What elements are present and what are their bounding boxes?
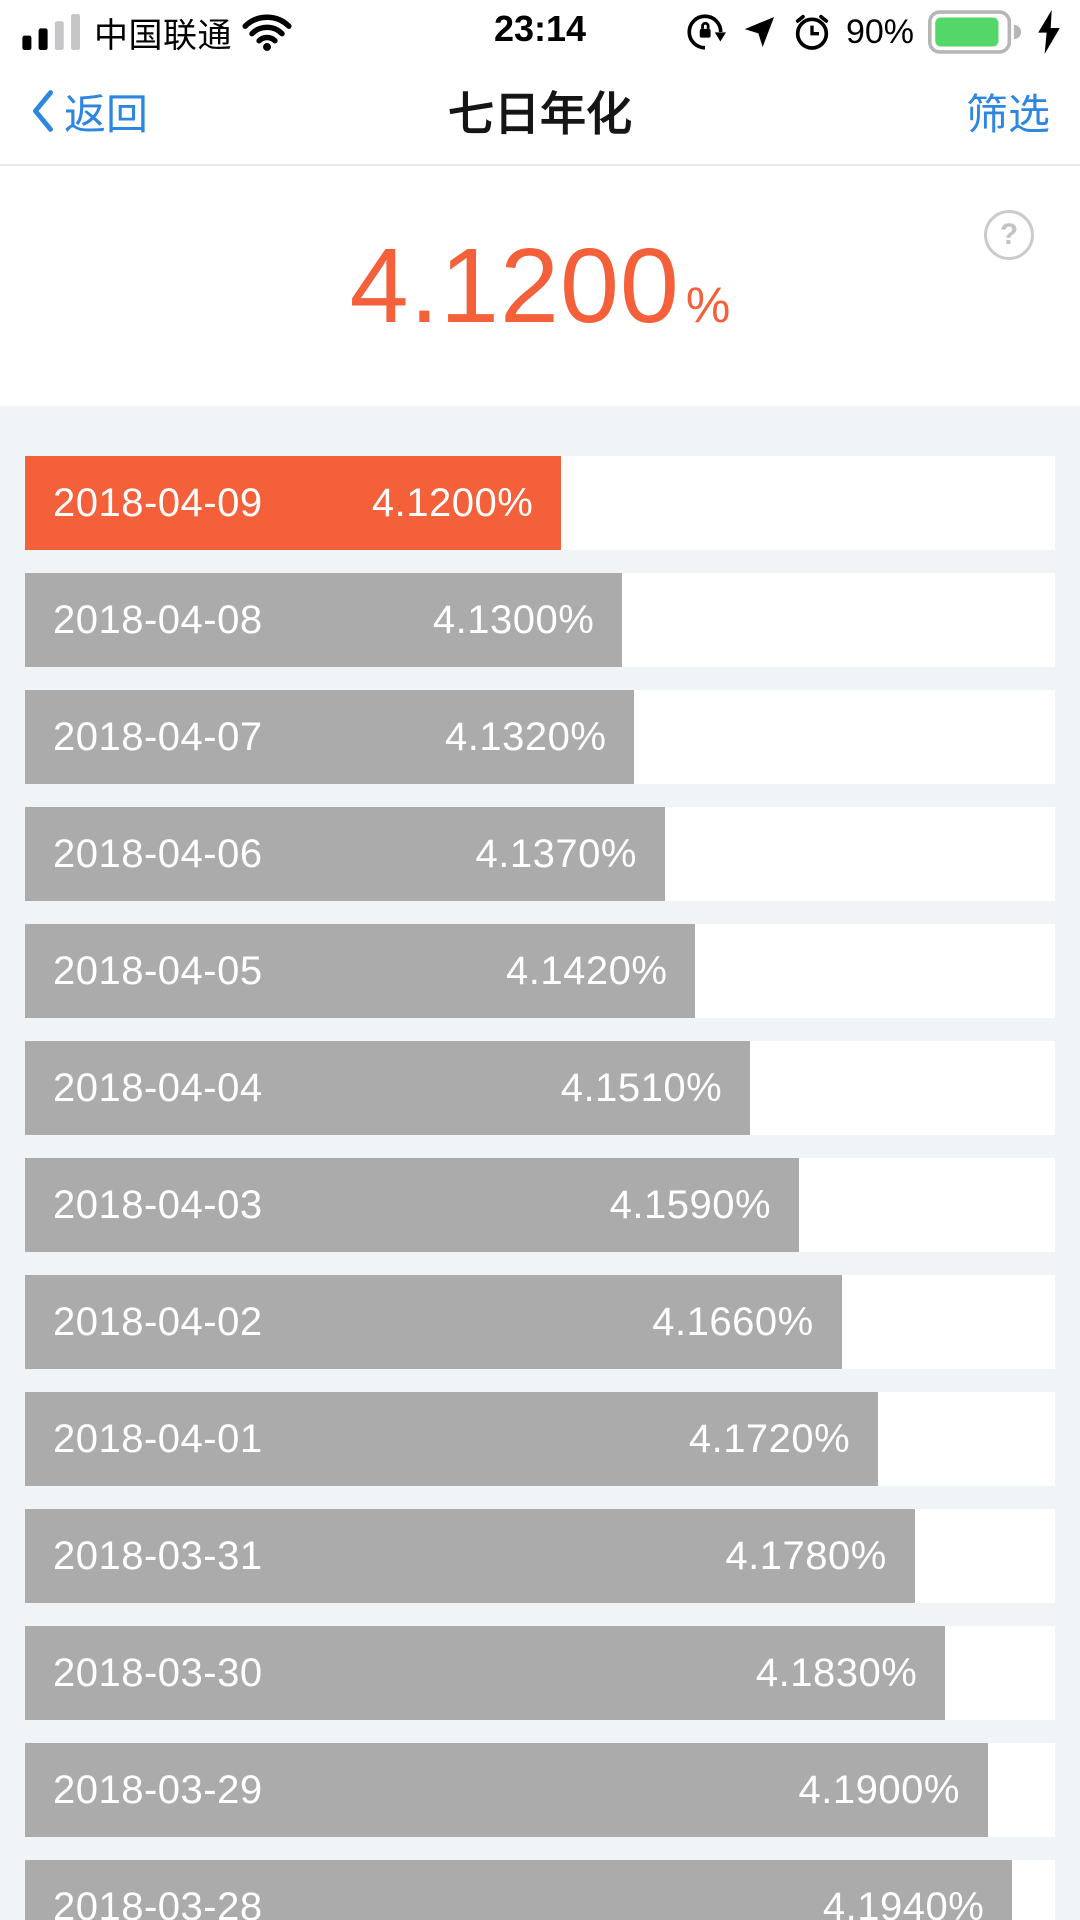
- bar-date-label: 2018-03-31: [53, 1533, 263, 1578]
- chart-row: 2018-04-05 4.1420%: [25, 924, 1055, 1018]
- rate-bar[interactable]: 2018-03-29 4.1900%: [25, 1743, 988, 1837]
- summary-section: 4.1200 % ?: [0, 166, 1080, 406]
- bar-date-label: 2018-04-07: [53, 714, 263, 759]
- filter-button[interactable]: 筛选: [965, 90, 1050, 138]
- bar-date-label: 2018-04-02: [53, 1299, 263, 1344]
- rate-bar[interactable]: 2018-04-02 4.1660%: [25, 1275, 842, 1369]
- status-bar-right: 90%: [684, 10, 1062, 54]
- signal-strength-icon: [22, 14, 80, 50]
- back-button[interactable]: 返回: [30, 81, 148, 142]
- rate-bar[interactable]: 2018-04-03 4.1590%: [25, 1158, 800, 1252]
- current-rate-unit: %: [685, 276, 731, 333]
- nav-bar: 返回 七日年化 筛选: [0, 58, 1080, 166]
- chart-row: 2018-03-28 4.1940%: [25, 1860, 1055, 1920]
- current-rate-value: 4.1200: [349, 226, 680, 345]
- chevron-left-icon: [32, 90, 54, 132]
- bar-date-label: 2018-04-08: [53, 597, 263, 642]
- bar-value-label: 4.1940%: [822, 1884, 985, 1920]
- chart-row: 2018-04-06 4.1370%: [25, 807, 1055, 901]
- bar-value-label: 4.1590%: [609, 1182, 772, 1227]
- back-button-label: 返回: [64, 90, 149, 138]
- chart-row: 2018-04-08 4.1300%: [25, 573, 1055, 667]
- wifi-icon: [242, 14, 292, 51]
- bar-date-label: 2018-04-06: [53, 831, 263, 876]
- chart-row: 2018-04-01 4.1720%: [25, 1392, 1055, 1486]
- bar-date-label: 2018-04-05: [53, 948, 263, 993]
- rate-bar[interactable]: 2018-04-08 4.1300%: [25, 573, 623, 667]
- rate-bar[interactable]: 2018-04-01 4.1720%: [25, 1392, 879, 1486]
- chart-row: 2018-04-04 4.1510%: [25, 1041, 1055, 1135]
- alarm-clock-icon: [795, 14, 829, 50]
- bar-date-label: 2018-04-04: [53, 1065, 263, 1110]
- chart-row: 2018-03-30 4.1830%: [25, 1626, 1055, 1720]
- charging-bolt-icon: [1038, 10, 1060, 54]
- status-bar-left: 中国联通: [22, 8, 292, 57]
- rate-bar[interactable]: 2018-03-30 4.1830%: [25, 1626, 946, 1720]
- rate-bar[interactable]: 2018-04-07 4.1320%: [25, 690, 635, 784]
- chart-row: 2018-04-09 4.1200%: [25, 456, 1055, 550]
- bar-value-label: 4.1300%: [432, 597, 595, 642]
- chart-row: 2018-03-31 4.1780%: [25, 1509, 1055, 1603]
- bar-value-label: 4.1720%: [688, 1416, 851, 1461]
- current-rate: 4.1200 %: [350, 226, 731, 347]
- rotation-lock-icon: [687, 14, 726, 50]
- help-icon[interactable]: ?: [984, 210, 1034, 260]
- carrier-label: 中国联通: [94, 16, 232, 55]
- bar-value-label: 4.1780%: [725, 1533, 887, 1578]
- rate-bar[interactable]: 2018-04-04 4.1510%: [25, 1041, 751, 1135]
- bar-date-label: 2018-04-09: [53, 480, 263, 525]
- bar-value-label: 4.1420%: [506, 948, 668, 993]
- bar-value-label: 4.1660%: [652, 1299, 814, 1344]
- battery-icon: [928, 10, 1022, 54]
- bar-value-label: 4.1320%: [445, 714, 607, 759]
- battery-percent-label: 90%: [845, 12, 914, 51]
- bar-value-label: 4.1510%: [560, 1065, 723, 1110]
- bar-date-label: 2018-03-30: [53, 1650, 263, 1695]
- chart-row: 2018-03-29 4.1900%: [25, 1743, 1055, 1837]
- rate-bar[interactable]: 2018-03-31 4.1780%: [25, 1509, 915, 1603]
- bar-value-label: 4.1830%: [755, 1650, 918, 1695]
- bar-value-label: 4.1370%: [475, 831, 637, 876]
- rate-bar[interactable]: 2018-04-09 4.1200%: [25, 456, 562, 550]
- chart-row: 2018-04-03 4.1590%: [25, 1158, 1055, 1252]
- location-services-icon: [744, 16, 774, 48]
- chart-row: 2018-04-02 4.1660%: [25, 1275, 1055, 1369]
- bar-date-label: 2018-03-28: [53, 1884, 263, 1920]
- bar-value-label: 4.1900%: [798, 1767, 960, 1812]
- rate-bar[interactable]: 2018-04-06 4.1370%: [25, 807, 665, 901]
- status-bar: 中国联通 23:14 90%: [0, 0, 1080, 58]
- bar-date-label: 2018-03-29: [53, 1767, 263, 1812]
- clock-time: 23:14: [493, 8, 587, 49]
- page-title: 七日年化: [448, 88, 632, 140]
- bar-date-label: 2018-04-03: [53, 1182, 263, 1227]
- chart-row: 2018-04-07 4.1320%: [25, 690, 1055, 784]
- rate-bar[interactable]: 2018-04-05 4.1420%: [25, 924, 696, 1018]
- bar-value-label: 4.1200%: [371, 480, 534, 525]
- bar-date-label: 2018-04-01: [53, 1416, 263, 1461]
- rate-bar[interactable]: 2018-03-28 4.1940%: [25, 1860, 1013, 1920]
- bar-chart: 2018-04-09 4.1200% 2018-04-08 4.1300% 20…: [0, 406, 1080, 1920]
